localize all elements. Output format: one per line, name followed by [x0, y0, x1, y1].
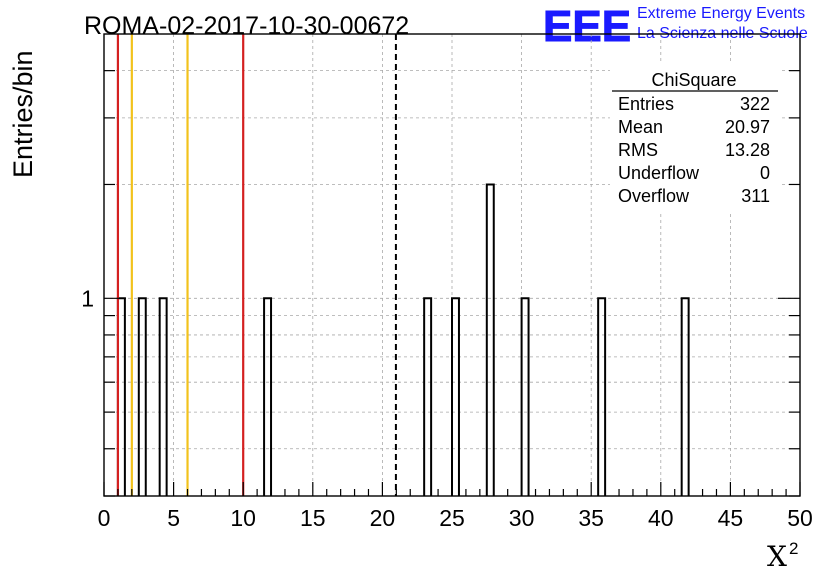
histogram-bar [451, 297, 460, 496]
x-tick-label: 25 [439, 505, 465, 531]
x-tick-label: 40 [648, 505, 674, 531]
stats-row-label: Overflow [618, 186, 690, 206]
y-axis-label: Entries/bin [8, 50, 38, 178]
x-tick-label: 5 [167, 505, 180, 531]
x-tick-label: 15 [300, 505, 326, 531]
histogram-bar [263, 297, 273, 496]
histogram-bar [485, 183, 495, 496]
stats-row-value: 13.28 [725, 140, 770, 160]
stats-rows: Entries 322 Mean 20.97 RMS 13.28 Underflow 0 Ove… [618, 94, 770, 206]
histogram-bars [116, 183, 690, 496]
chart-title: ROMA-02-2017-10-30-00672 [84, 12, 409, 40]
eee-logo: EEE Extreme Energy Events La Scienza nel… [543, 2, 808, 52]
stats-row-value: 311 [741, 186, 770, 206]
histogram-bar [158, 297, 168, 496]
x-tick-label: 50 [787, 505, 813, 531]
x-tick-label: 30 [509, 505, 535, 531]
stats-row-label: Underflow [618, 163, 700, 183]
logo-line-1: Extreme Energy Events [637, 5, 805, 22]
stats-row-label: Mean [618, 117, 663, 137]
x-axis-label-base: X [767, 540, 787, 572]
x-tick-label: 10 [230, 505, 256, 531]
stats-row-value: 322 [740, 94, 770, 114]
axes: 0 5 10 15 20 25 30 35 40 45 50 1 [81, 70, 813, 531]
stats-box: ChiSquare Entries 322 Mean 20.97 RMS 13.28 Und… [610, 62, 780, 212]
stats-row-value: 0 [760, 163, 770, 183]
x-tick-label: 35 [578, 505, 604, 531]
stats-row-label: Entries [618, 94, 674, 114]
stats-box-title: ChiSquare [651, 70, 736, 90]
x-tick-label: 45 [718, 505, 744, 531]
histogram-bar [520, 297, 530, 496]
stats-box-background [610, 62, 780, 212]
y-tick-label: 1 [81, 285, 94, 311]
x-axis-label-superscript: 2 [789, 539, 798, 558]
reference-lines [116, 34, 397, 496]
x-tick-label: 20 [370, 505, 396, 531]
stats-row-value: 20.97 [725, 117, 770, 137]
stats-row-label: RMS [618, 140, 658, 160]
histogram-bar [137, 297, 147, 496]
histogram-bar [597, 297, 607, 496]
logo-mark: EEE [543, 2, 631, 51]
histogram-bar [423, 297, 433, 496]
histogram-bar [680, 297, 690, 496]
x-axis-label: X 2 [767, 539, 798, 572]
x-tick-label: 0 [98, 505, 111, 531]
